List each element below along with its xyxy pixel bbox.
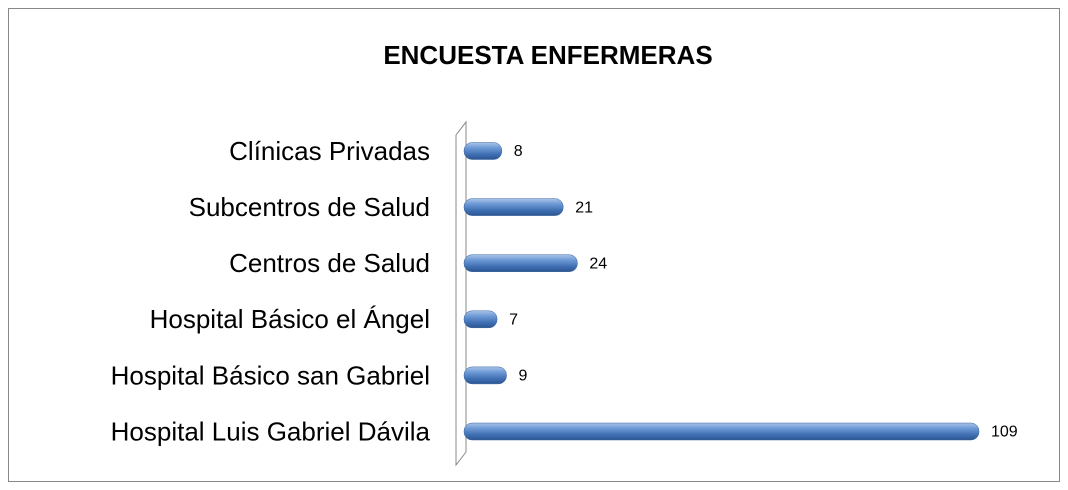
data-label: 21	[575, 199, 593, 216]
bar	[463, 366, 507, 385]
y-tick-label: Hospital Luis Gabriel Dávila	[111, 416, 431, 446]
bar	[463, 254, 578, 272]
bar	[463, 422, 980, 441]
data-label: 7	[509, 312, 518, 329]
data-label: 109	[991, 424, 1018, 441]
y-tick-label: Subcentros de Salud	[189, 192, 430, 222]
chart-frame	[8, 8, 1060, 482]
data-label: 24	[589, 255, 607, 272]
y-tick-label: Hospital Básico san Gabriel	[111, 360, 430, 390]
y-tick-label: Centros de Salud	[229, 248, 430, 278]
y-tick-label: Hospital Básico el Ángel	[150, 304, 430, 334]
chart-title: ENCUESTA ENFERMERAS	[383, 40, 712, 70]
bar	[463, 310, 498, 329]
bar	[463, 198, 564, 216]
data-label: 9	[519, 368, 528, 385]
axis-wall	[455, 120, 467, 467]
bar	[463, 142, 503, 160]
data-label: 8	[514, 143, 523, 160]
y-tick-label: Clínicas Privadas	[229, 136, 430, 166]
